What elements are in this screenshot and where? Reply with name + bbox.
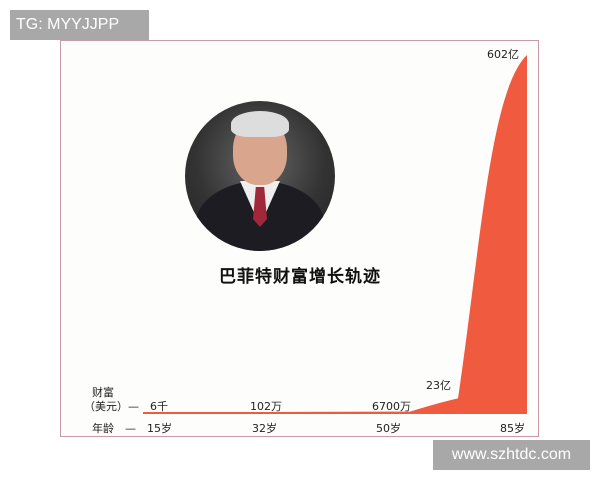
age-row-label: 年龄 —	[92, 422, 136, 435]
wealth-unit-label: （美元）—	[84, 400, 139, 413]
chart-title: 巴菲特财富增长轨迹	[219, 267, 381, 287]
wealth-label: 6千	[150, 400, 168, 413]
age-label: 85岁	[500, 422, 525, 435]
age-label: 15岁	[147, 422, 172, 435]
wealth-label: 6700万	[372, 400, 411, 413]
wealth-label: 102万	[250, 400, 282, 413]
wealth-label: 602亿	[487, 48, 519, 61]
wealth-area	[143, 55, 527, 414]
age-label: 50岁	[376, 422, 401, 435]
buffett-portrait	[185, 101, 335, 251]
wealth-row-label: 财富	[92, 386, 114, 399]
watermark-top-left: TG: MYYJJPP	[10, 10, 149, 40]
watermark-bottom-right: www.szhtdc.com	[433, 440, 590, 470]
age-label: 32岁	[252, 422, 277, 435]
wealth-label: 23亿	[426, 379, 451, 392]
